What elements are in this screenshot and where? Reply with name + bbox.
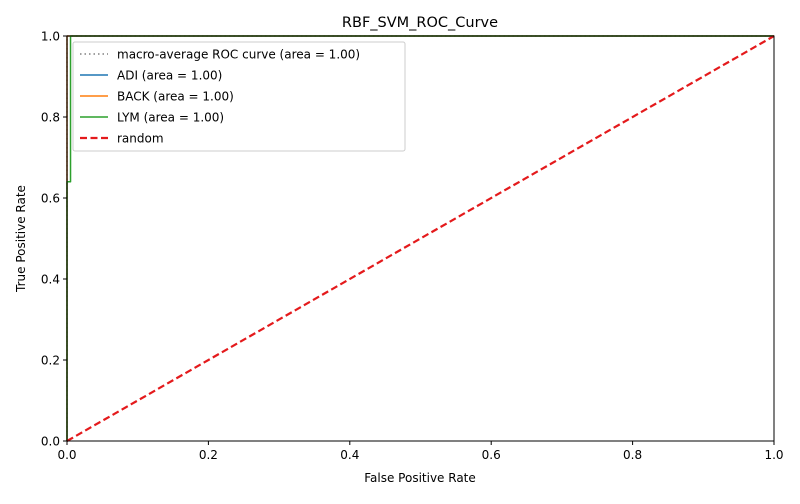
x-tick-label: 0.2 xyxy=(199,448,218,462)
y-axis-ticks: 0.0 0.2 0.4 0.6 0.8 1.0 xyxy=(41,30,67,449)
y-tick-label: 0.2 xyxy=(41,354,60,368)
x-tick-label: 0.4 xyxy=(340,448,359,462)
y-tick-label: 1.0 xyxy=(41,30,60,44)
legend-items: macro-average ROC curve (area = 1.00) ADI… xyxy=(80,48,360,146)
series-line-random xyxy=(66,35,775,442)
y-tick-label: 0.0 xyxy=(41,435,60,449)
legend-label-macro: macro-average ROC curve (area = 1.00) xyxy=(117,48,360,62)
chart-title: RBF_SVM_ROC_Curve xyxy=(342,15,498,31)
legend: macro-average ROC curve (area = 1.00) ADI… xyxy=(72,41,406,152)
x-tick-label: 0.0 xyxy=(57,448,76,462)
y-tick-label: 0.4 xyxy=(41,273,60,287)
legend-box xyxy=(72,41,406,152)
legend-label-adi: ADI (area = 1.00) xyxy=(117,69,222,83)
y-tick-label: 0.6 xyxy=(41,192,60,206)
plot-frame xyxy=(66,35,775,442)
y-tick-label: 0.8 xyxy=(41,111,60,125)
y-axis-label: True Positive Rate xyxy=(14,185,28,293)
x-tick-label: 0.6 xyxy=(482,448,501,462)
x-axis-ticks: 0.0 0.2 0.4 0.6 0.8 1.0 xyxy=(57,441,784,462)
legend-label-back: BACK (area = 1.00) xyxy=(117,90,234,104)
x-tick-label: 1.0 xyxy=(764,448,783,462)
legend-label-random: random xyxy=(117,132,164,146)
legend-label-lym: LYM (area = 1.00) xyxy=(117,111,224,125)
x-axis-label: False Positive Rate xyxy=(364,471,476,485)
x-tick-label: 0.8 xyxy=(623,448,642,462)
